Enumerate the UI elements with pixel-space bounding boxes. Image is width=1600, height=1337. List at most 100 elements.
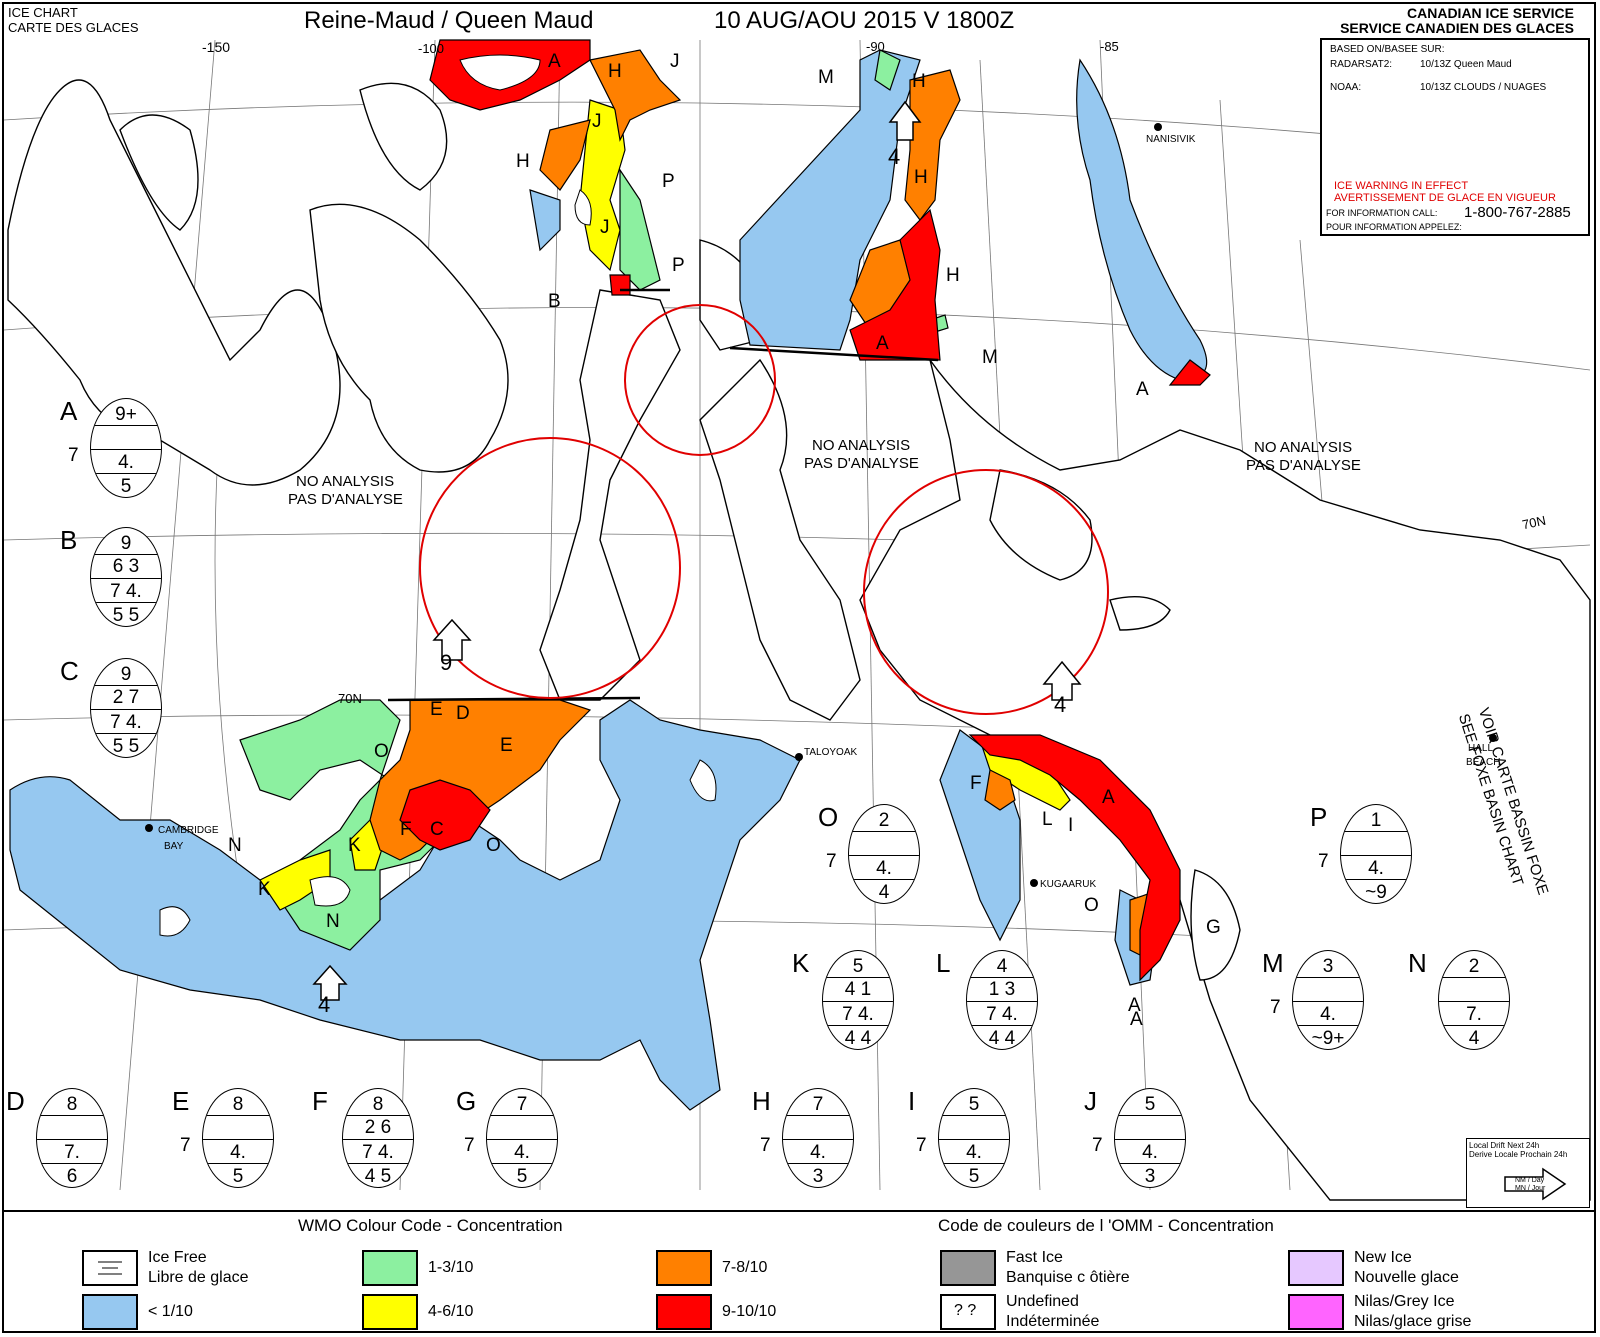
no-analysis-circles <box>419 304 1109 715</box>
legend-title-en: WMO Colour Code - Concentration <box>298 1216 563 1235</box>
no-analysis-mid-en: NO ANALYSIS <box>812 437 911 454</box>
drift-arrows <box>312 100 1082 1001</box>
egg-row: 7 4. <box>110 712 142 733</box>
egg-row: 3 <box>812 1166 824 1187</box>
egg-row: 4 1 <box>844 979 872 1000</box>
drift-legend-line2: Derive Locale Prochain 24h <box>1469 1150 1568 1159</box>
legend-label-c13: 1-3/10 <box>428 1259 474 1276</box>
legend-label-fr-fast: Banquise c ôtière <box>1006 1269 1130 1286</box>
noaa-value: 10/13Z CLOUDS / NUAGES <box>1420 82 1547 93</box>
egg-divider <box>203 1115 273 1116</box>
egg-row: 7 <box>812 1094 824 1115</box>
legend-swatch-c46 <box>362 1294 418 1330</box>
egg-divider <box>91 685 161 686</box>
egg-divider <box>487 1139 557 1140</box>
region-letter-i: I <box>1068 815 1074 836</box>
egg-divider <box>823 977 893 978</box>
legend-swatch-ice-free <box>82 1250 138 1286</box>
egg-row: 4. <box>514 1142 530 1163</box>
town-bay: BAY <box>164 841 184 852</box>
info-call-label-fr: POUR INFORMATION APPELEZ: <box>1326 222 1462 232</box>
egg-row: 2 <box>1468 956 1480 977</box>
egg-letter: N <box>1408 948 1427 978</box>
egg-side-value: 7 <box>464 1135 475 1156</box>
region-letter-j: J <box>592 111 602 132</box>
legend-label-nilas: Nilas/Grey Ice <box>1354 1293 1455 1310</box>
egg-letter: B <box>60 525 78 555</box>
legend-label-c78: 7-8/10 <box>722 1259 768 1276</box>
region-letter-a: A <box>876 333 889 354</box>
region-letter-f: F <box>970 773 982 794</box>
region-letter-a: A <box>1130 1009 1143 1030</box>
egg-divider <box>91 554 161 555</box>
drift-value: 4 <box>318 992 331 1017</box>
lon-label-100: -100 <box>418 41 445 56</box>
egg-row: 4 <box>1468 1028 1480 1049</box>
region-letter-a: A <box>1102 787 1115 808</box>
egg-row: 9 <box>120 533 132 554</box>
info-box: BASED ON/BASEE SUR: RADARSAT2: 10/13Z Qu… <box>1320 38 1590 236</box>
egg-side-value: 7 <box>180 1135 191 1156</box>
egg-divider <box>1439 1001 1509 1002</box>
egg-divider <box>939 1139 1009 1140</box>
egg-divider <box>939 1163 1009 1164</box>
egg-divider <box>823 1025 893 1026</box>
egg-divider <box>849 855 919 856</box>
lon-label-90: -90 <box>866 39 885 54</box>
egg-divider <box>1115 1139 1185 1140</box>
egg-divider <box>343 1139 413 1140</box>
town-cambridge: CAMBRIDGE <box>158 825 219 836</box>
egg-row: 4. <box>1368 858 1384 879</box>
lat-label-70n-left: 70N <box>338 691 362 706</box>
egg-letter: E <box>172 1086 190 1116</box>
egg-row: 1 <box>1370 810 1382 831</box>
egg-row: 9 <box>120 664 132 685</box>
egg-row: 3 <box>1144 1166 1156 1187</box>
region-letter-h: H <box>516 151 530 172</box>
egg-divider <box>849 879 919 880</box>
legend-swatch-lt1 <box>82 1294 138 1330</box>
drift-legend-arrow <box>1504 1167 1567 1201</box>
egg-oval: 1 4. ~9 <box>1340 804 1412 904</box>
chart-type-label-fr: CARTE DES GLACES <box>8 20 139 35</box>
egg-divider <box>1341 879 1411 880</box>
region-letter-h: H <box>608 61 622 82</box>
legend-swatch-new <box>1288 1250 1344 1286</box>
egg-row: 7 4. <box>986 1004 1018 1025</box>
egg-row: 2 6 <box>364 1117 392 1138</box>
egg-row: 7. <box>1466 1004 1482 1025</box>
legend-label-fr-ice-free: Libre de glace <box>148 1269 249 1286</box>
legend-swatch-c78 <box>656 1250 712 1286</box>
egg-letter: K <box>792 948 810 978</box>
legend-swatch-nilas <box>1288 1294 1344 1330</box>
region-letter-o: O <box>1084 895 1099 916</box>
agency-name-en: CANADIAN ICE SERVICE <box>1407 5 1574 21</box>
region-letter-e: E <box>430 699 443 720</box>
lon-label-150: -150 <box>202 39 231 55</box>
egg-divider <box>37 1139 107 1140</box>
egg-divider <box>967 1001 1037 1002</box>
region-letter-j: J <box>600 217 610 238</box>
egg-divider <box>1341 855 1411 856</box>
egg-divider <box>203 1139 273 1140</box>
islands <box>159 54 717 937</box>
egg-row: 4. <box>810 1142 826 1163</box>
region-letter-a: A <box>1128 995 1141 1016</box>
egg-oval: 9+ 4. 5 <box>90 398 162 498</box>
egg-divider <box>1115 1163 1185 1164</box>
legend-label-ice-free: Ice Free <box>148 1249 207 1266</box>
egg-letter: A <box>60 396 78 426</box>
egg-oval: 5 4. 3 <box>1114 1088 1186 1188</box>
egg-letter: C <box>60 656 79 686</box>
info-call-label: FOR INFORMATION CALL: <box>1326 208 1438 218</box>
region-letter-p: P <box>672 255 685 276</box>
legend-label-fr-new: Nouvelle glace <box>1354 1269 1459 1286</box>
egg-row: 8 <box>372 1094 384 1115</box>
egg-divider <box>849 831 919 832</box>
egg-side-value: 7 <box>916 1135 927 1156</box>
egg-row: 9+ <box>115 404 137 425</box>
